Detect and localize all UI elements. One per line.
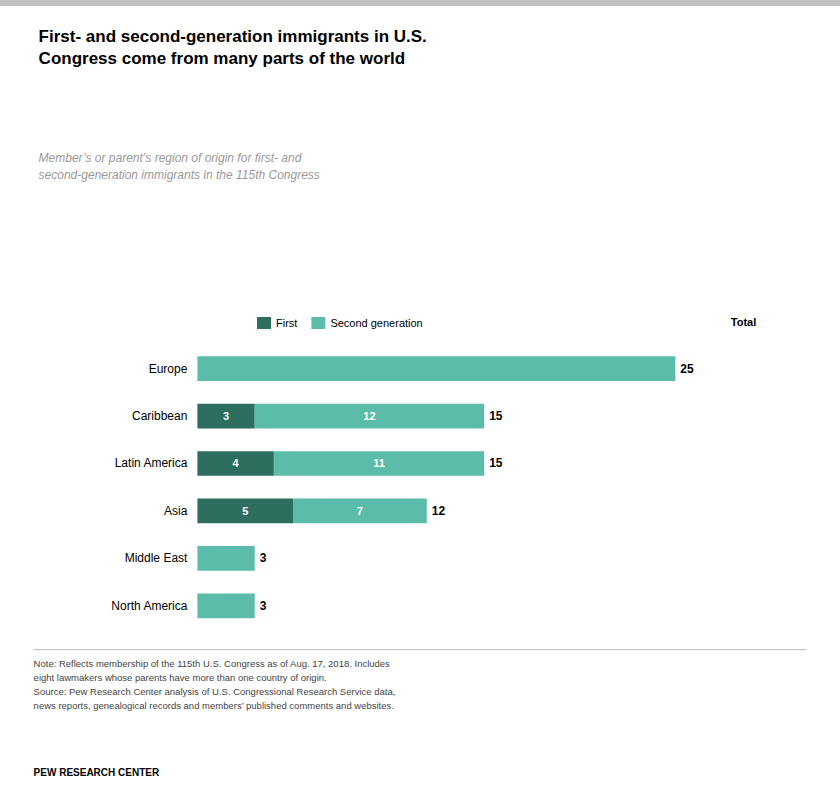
svg-text:Asia: Asia xyxy=(164,504,188,518)
svg-text:4: 4 xyxy=(233,457,240,469)
svg-text:7: 7 xyxy=(357,505,363,517)
svg-text:12: 12 xyxy=(432,504,446,518)
svg-text:5: 5 xyxy=(242,505,248,517)
svg-text:3: 3 xyxy=(260,551,267,565)
svg-text:Caribbean: Caribbean xyxy=(132,409,187,423)
svg-text:25: 25 xyxy=(680,362,694,376)
svg-text:Europe: Europe xyxy=(149,362,188,376)
svg-text:First- and second-generation i: First- and second-generation immigrants … xyxy=(39,27,427,46)
svg-text:Latin America: Latin America xyxy=(115,456,188,470)
svg-text:North America: North America xyxy=(111,599,187,613)
svg-text:Total: Total xyxy=(731,316,756,328)
svg-text:eight lawmakers whose parents: eight lawmakers whose parents have more … xyxy=(34,672,327,683)
svg-text:Note: Reflects membership of t: Note: Reflects membership of the 115th U… xyxy=(34,658,391,669)
svg-text:12: 12 xyxy=(363,410,375,422)
svg-text:3: 3 xyxy=(223,410,229,422)
svg-text:3: 3 xyxy=(260,599,267,613)
svg-text:15: 15 xyxy=(489,456,503,470)
svg-text:news reports, genealogical rec: news reports, genealogical records and m… xyxy=(34,700,394,711)
svg-text:second-generation immigrants i: second-generation immigrants in the 115t… xyxy=(39,168,320,182)
svg-text:First: First xyxy=(276,317,297,329)
svg-text:Member’s or parent’s region of: Member’s or parent’s region of origin fo… xyxy=(39,151,302,165)
svg-text:Congress come from many parts: Congress come from many parts of the wor… xyxy=(39,49,406,68)
svg-text:Source: Pew Research Center an: Source: Pew Research Center analysis of … xyxy=(34,686,396,697)
svg-text:Middle East: Middle East xyxy=(125,551,188,565)
svg-text:PEW RESEARCH CENTER: PEW RESEARCH CENTER xyxy=(34,767,160,778)
svg-text:11: 11 xyxy=(373,457,385,469)
svg-text:Second generation: Second generation xyxy=(330,317,422,329)
svg-text:15: 15 xyxy=(489,409,503,423)
